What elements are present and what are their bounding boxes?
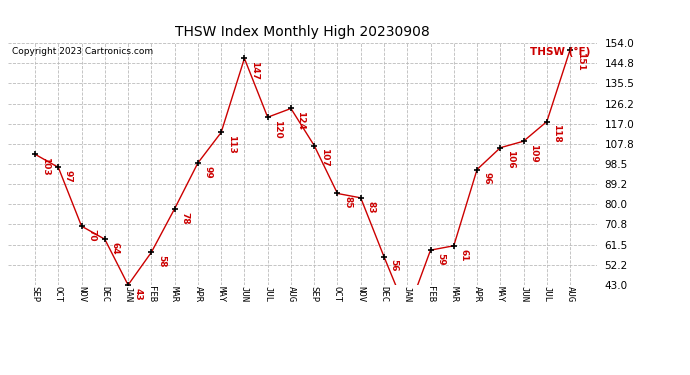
Text: 56: 56	[390, 260, 399, 272]
Text: 85: 85	[343, 196, 352, 209]
Text: 113: 113	[227, 135, 236, 154]
Title: THSW Index Monthly High 20230908: THSW Index Monthly High 20230908	[175, 25, 430, 39]
Text: 97: 97	[64, 170, 73, 183]
Text: 107: 107	[319, 148, 328, 167]
Text: 30: 30	[0, 374, 1, 375]
Text: 147: 147	[250, 61, 259, 80]
Text: 83: 83	[366, 201, 375, 213]
Text: THSW (°F): THSW (°F)	[530, 47, 590, 57]
Text: 64: 64	[110, 242, 119, 255]
Text: 78: 78	[180, 211, 189, 224]
Text: 43: 43	[134, 288, 143, 300]
Text: 124: 124	[297, 111, 306, 130]
Text: 61: 61	[460, 249, 469, 261]
Text: 120: 120	[273, 120, 282, 139]
Text: 109: 109	[529, 144, 538, 163]
Text: 70: 70	[87, 229, 96, 242]
Text: 151: 151	[575, 53, 584, 71]
Text: 118: 118	[553, 124, 562, 143]
Text: 99: 99	[204, 166, 213, 178]
Text: 59: 59	[436, 253, 445, 266]
Text: Copyright 2023 Cartronics.com: Copyright 2023 Cartronics.com	[12, 47, 153, 56]
Text: 106: 106	[506, 150, 515, 169]
Text: 58: 58	[157, 255, 166, 268]
Text: 103: 103	[41, 157, 50, 176]
Text: 96: 96	[482, 172, 491, 185]
